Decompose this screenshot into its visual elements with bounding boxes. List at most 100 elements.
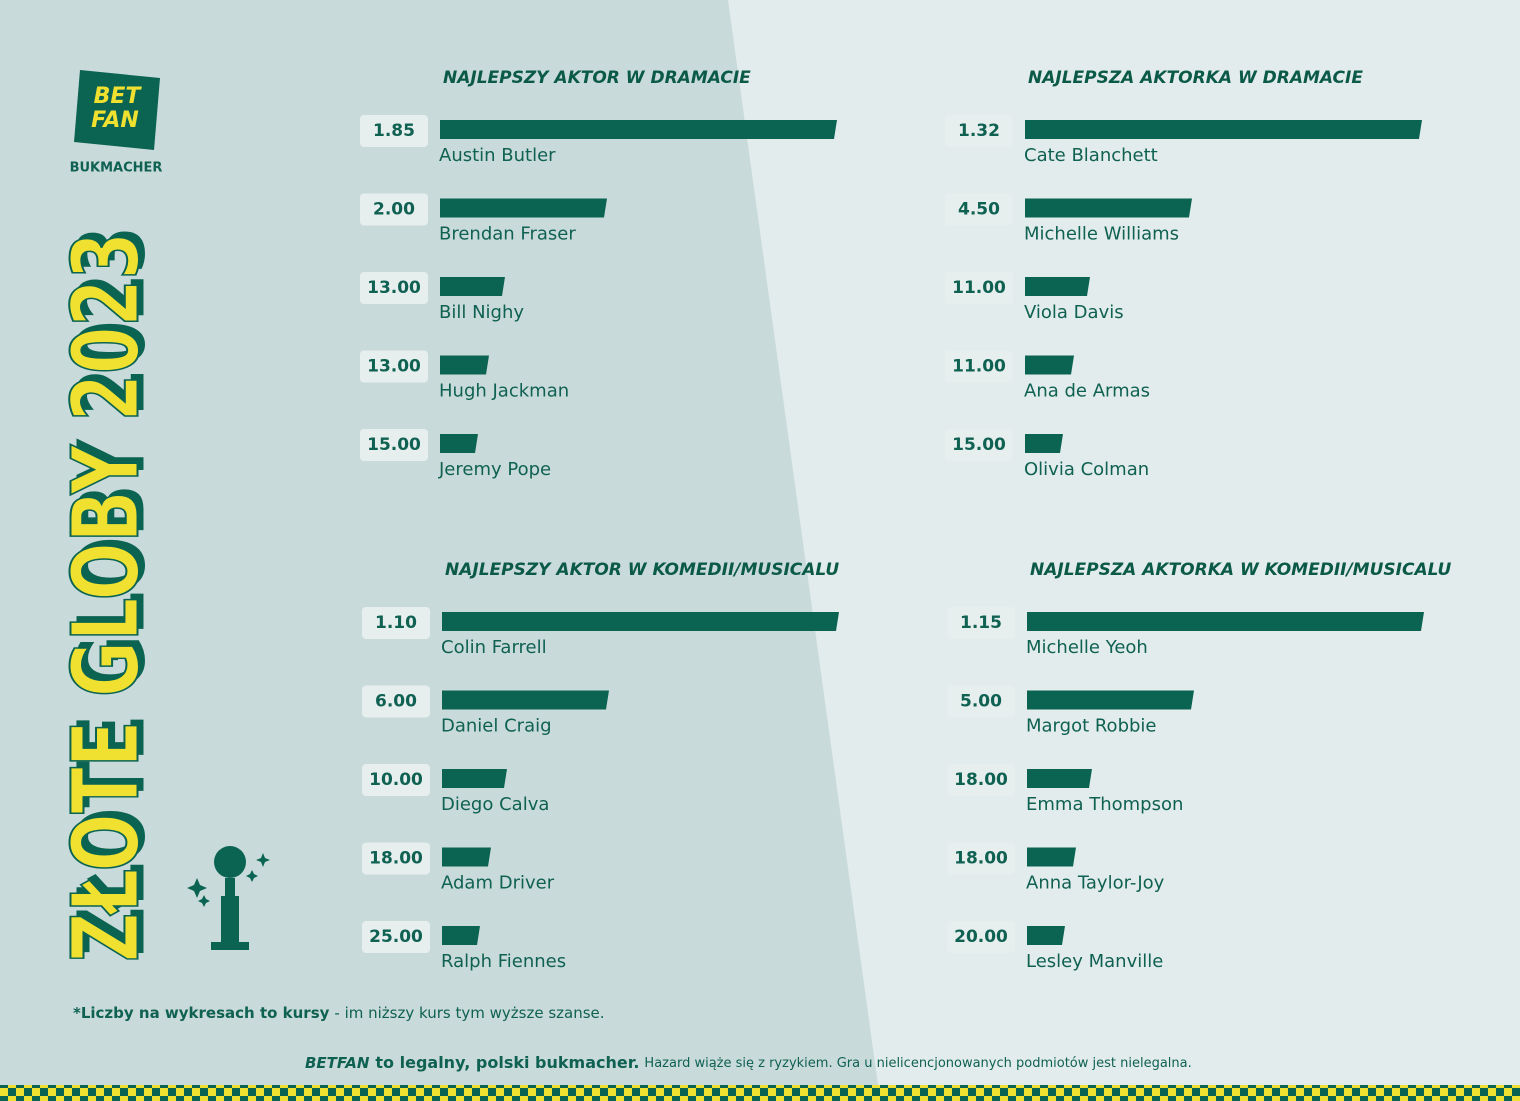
odds-box (947, 607, 1015, 639)
value-label: 1.15 (960, 613, 1002, 633)
logo: BET FAN BUKMACHER (70, 70, 163, 176)
value-label: 18.00 (369, 849, 423, 869)
footer-brand: BETFAN (305, 1054, 370, 1072)
value-label: 11.00 (952, 357, 1006, 377)
category-label: Ralph Fiennes (441, 951, 566, 972)
odds-box (360, 429, 428, 461)
bar (1027, 847, 1076, 867)
odds-box (945, 115, 1013, 147)
odds-box (360, 193, 428, 226)
value-label: 5.00 (960, 692, 1002, 712)
bar (1027, 612, 1424, 631)
chart-title: NAJLEPSZY AKTOR W DRAMACIE (443, 68, 751, 88)
logo-badge (74, 70, 160, 150)
bar (1027, 690, 1194, 710)
headline-group: ZŁOTE GLOBY 2023 ZŁOTE GLOBY 2023 (51, 226, 165, 963)
category-label: Anna Taylor-Joy (1026, 873, 1165, 894)
chart-title: NAJLEPSZY AKTOR W KOMEDII/MUSICALU (445, 560, 839, 580)
category-label: Cate Blanchett (1024, 145, 1158, 166)
odds-box (362, 921, 430, 953)
category-label: Olivia Colman (1024, 459, 1149, 480)
value-label: 25.00 (369, 927, 423, 947)
odds-box (947, 764, 1015, 796)
bar (1025, 434, 1063, 453)
value-label: 1.10 (375, 613, 417, 633)
footer-text: Hazard wiąże się z ryzykiem. Gra u nieli… (644, 1056, 1191, 1071)
headline-shadow: ZŁOTE GLOBY 2023 (58, 226, 165, 956)
bar (440, 120, 837, 139)
value-label: 1.85 (373, 121, 415, 141)
headline: ZŁOTE GLOBY 2023 (52, 232, 159, 962)
value-label: 2.00 (373, 200, 415, 220)
footnote-text: - im niższy kurs tym wyższe szanse. (334, 1004, 604, 1022)
value-label: 1.32 (958, 121, 1000, 141)
category-label: Adam Driver (441, 873, 555, 894)
bar (440, 277, 505, 296)
trophy-icon (187, 846, 270, 950)
odds-box (947, 921, 1015, 953)
value-label: 13.00 (367, 357, 421, 377)
value-label: 20.00 (954, 927, 1008, 947)
category-label: Hugh Jackman (439, 381, 569, 402)
footnote-bold: *Liczby na wykresach to kursy (73, 1004, 330, 1022)
value-label: 13.00 (367, 278, 421, 298)
bar (1027, 926, 1065, 945)
value-label: 11.00 (952, 278, 1006, 298)
bar (440, 434, 478, 453)
background-shape (0, 0, 878, 1085)
bar (442, 769, 507, 788)
odds-box (945, 429, 1013, 461)
logo-text: FAN (91, 108, 139, 133)
value-label: 18.00 (954, 849, 1008, 869)
bar (442, 612, 839, 631)
odds-box (362, 842, 430, 875)
category-label: Margot Robbie (1026, 716, 1157, 737)
category-label: Viola Davis (1024, 302, 1124, 323)
value-label: 10.00 (369, 770, 423, 790)
category-label: Austin Butler (439, 145, 556, 166)
chart-title: NAJLEPSZA AKTORKA W KOMEDII/MUSICALU (1030, 560, 1452, 580)
category-label: Bill Nighy (439, 302, 524, 323)
category-label: Colin Farrell (441, 637, 547, 658)
category-label: Michelle Yeoh (1026, 637, 1148, 658)
odds-box (362, 764, 430, 796)
category-label: Daniel Craig (441, 716, 552, 737)
value-label: 15.00 (952, 435, 1006, 455)
bar (440, 198, 607, 218)
bar (440, 355, 489, 375)
logo-subtitle: BUKMACHER (70, 161, 163, 176)
odds-box (360, 272, 428, 304)
checkered-strip (0, 1085, 1520, 1101)
category-label: Michelle Williams (1024, 224, 1179, 245)
value-label: 4.50 (958, 200, 1000, 220)
category-label: Ana de Armas (1024, 381, 1150, 402)
category-label: Diego Calva (441, 794, 549, 815)
category-label: Jeremy Pope (438, 459, 551, 480)
bar (1025, 198, 1192, 218)
bar (442, 847, 491, 867)
bar (1027, 769, 1092, 788)
odds-box (362, 607, 430, 639)
footnote: *Liczby na wykresach to kursy - im niższy… (73, 1004, 605, 1022)
value-label: 6.00 (375, 692, 417, 712)
odds-box (360, 115, 428, 147)
bar (1025, 120, 1422, 139)
odds-box (362, 685, 430, 718)
odds-box (947, 685, 1015, 718)
footer-bold: to legalny, polski bukmacher. (375, 1053, 639, 1072)
bar (442, 926, 480, 945)
odds-box (945, 350, 1013, 383)
category-label: Emma Thompson (1026, 794, 1183, 815)
logo-text: BET (94, 84, 143, 109)
bar (1025, 277, 1090, 296)
odds-box (360, 350, 428, 383)
footer: BETFAN to legalny, polski bukmacher. Hazar… (305, 1053, 1192, 1072)
value-label: 15.00 (367, 435, 421, 455)
odds-box (945, 193, 1013, 226)
value-label: 18.00 (954, 770, 1008, 790)
bar (442, 690, 609, 710)
odds-box (945, 272, 1013, 304)
category-label: Lesley Manville (1026, 951, 1163, 972)
odds-box (947, 842, 1015, 875)
